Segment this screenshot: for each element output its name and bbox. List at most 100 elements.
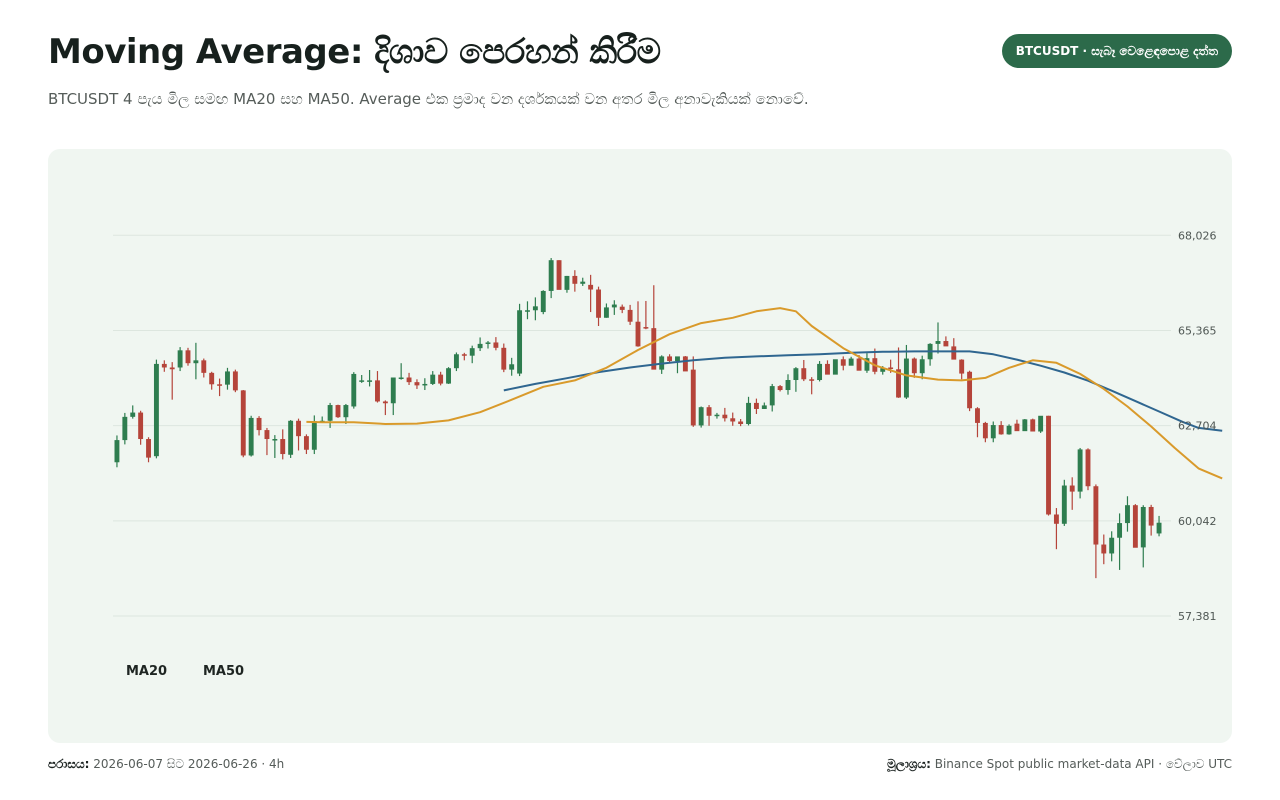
candle-down <box>217 378 223 397</box>
candle-body <box>564 275 570 290</box>
candle-up <box>430 371 436 386</box>
candle-up <box>675 356 680 374</box>
candle-down <box>1053 508 1059 550</box>
candle-body <box>185 350 191 364</box>
candle-body <box>911 358 917 374</box>
candle-down <box>1148 504 1154 536</box>
candle-body <box>603 307 609 318</box>
candle-body <box>509 364 515 370</box>
candle-body <box>225 371 230 385</box>
candle-body <box>232 371 238 391</box>
candle-up <box>903 344 909 399</box>
candle-up <box>817 361 823 382</box>
candle-down <box>738 418 744 427</box>
candle-body <box>1061 485 1067 524</box>
candle-body <box>1132 505 1138 548</box>
candle-up <box>832 359 838 375</box>
candle-down <box>303 434 309 455</box>
range-value: 2026-06-07 සිට 2026-06-26 · 4h <box>93 757 285 771</box>
candle-body <box>572 275 578 284</box>
candle-body <box>951 346 957 360</box>
candle-up <box>153 359 159 459</box>
candle-down <box>753 398 759 414</box>
candle-body <box>611 304 617 308</box>
candle-body <box>501 347 507 370</box>
candle-down <box>169 362 175 400</box>
candle-down <box>209 371 215 390</box>
candle-body <box>975 408 980 423</box>
candle-body <box>982 422 988 439</box>
candle-up <box>1061 479 1067 526</box>
candle-up <box>359 375 365 383</box>
candle-up <box>1140 505 1146 568</box>
candle-up <box>793 367 799 392</box>
candle-body <box>730 418 736 422</box>
candle-body <box>801 368 807 380</box>
ma20-line <box>306 307 1223 480</box>
candle-down <box>730 412 736 426</box>
candle-body <box>738 421 744 424</box>
candle-body <box>769 386 775 406</box>
candle-body <box>548 260 554 291</box>
candle-up <box>517 303 523 377</box>
candle-down <box>840 356 846 371</box>
y-tick-label: 57,381 <box>1178 610 1217 623</box>
candle-up <box>327 402 333 428</box>
candle-up <box>390 377 396 416</box>
candle-body <box>477 343 483 349</box>
candle-body <box>706 407 712 416</box>
candle-body <box>217 384 223 386</box>
y-tick-label: 68,026 <box>1178 229 1217 242</box>
candle-body <box>967 371 973 409</box>
candle-up <box>130 405 136 419</box>
candle-body <box>761 405 767 409</box>
candle-body <box>753 402 759 409</box>
candle-body <box>714 414 720 417</box>
candle-body <box>146 439 151 458</box>
candle-body <box>453 354 459 369</box>
candle-down <box>825 360 830 375</box>
candle-body <box>311 421 317 450</box>
candle-body <box>990 425 996 439</box>
candle-down <box>138 410 144 445</box>
candle-body <box>1109 537 1115 554</box>
candle-body <box>485 342 491 344</box>
candle-body <box>1053 514 1059 524</box>
candle-down <box>382 400 388 416</box>
candle-body <box>288 420 294 455</box>
candle-up <box>919 355 925 380</box>
candle-up <box>990 421 996 443</box>
candle-body <box>651 328 657 370</box>
page-subtitle: BTCUSDT 4 පැය මිල සමඟ MA20 සහ MA50. Aver… <box>48 90 809 108</box>
candle-down <box>943 336 949 347</box>
candle-up <box>580 277 586 286</box>
candle-body <box>493 342 499 348</box>
candle-up <box>714 412 720 419</box>
candle-body <box>264 430 270 440</box>
candle-body <box>532 306 538 311</box>
candle-down <box>335 404 341 418</box>
candle-body <box>446 368 451 384</box>
candle-up <box>935 322 941 354</box>
candle-up <box>367 369 373 387</box>
candle-body <box>177 350 183 368</box>
candle-body <box>327 405 333 421</box>
candle-up <box>769 383 775 412</box>
candle-body <box>959 359 965 374</box>
candle-up <box>343 403 349 424</box>
candle-body <box>398 377 404 380</box>
candle-body <box>193 360 199 364</box>
candle-body <box>138 412 144 440</box>
candle-body <box>1156 522 1162 534</box>
symbol-badge: BTCUSDT · සැබෑ වෙළෙඳපොළ දත්ත <box>1001 34 1232 68</box>
candle-down <box>232 369 238 393</box>
candle-body <box>1101 544 1107 554</box>
y-tick-label: 65,365 <box>1178 324 1217 337</box>
candle-down <box>1101 534 1107 565</box>
candle-down <box>1030 418 1036 432</box>
candle-down <box>651 285 657 370</box>
candle-down <box>1046 415 1051 516</box>
candle-down <box>809 377 815 395</box>
candle-down <box>588 274 594 313</box>
candle-body <box>438 374 444 384</box>
